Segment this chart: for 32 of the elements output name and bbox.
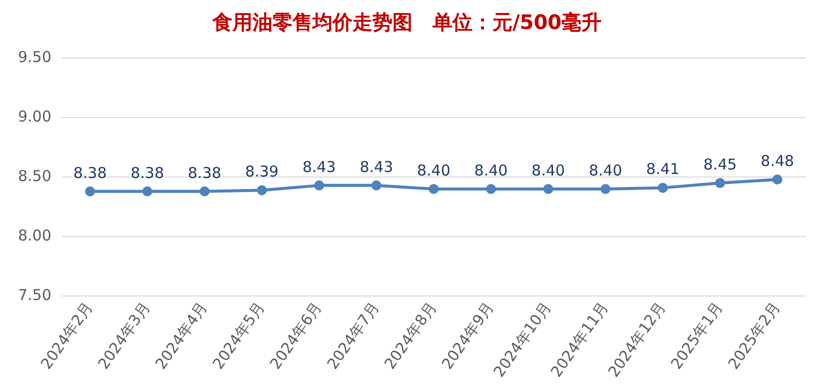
point xyxy=(658,182,668,193)
data-label: 8.48 xyxy=(760,152,794,170)
point xyxy=(371,180,382,190)
point xyxy=(715,178,726,188)
data-label: 8.43 xyxy=(302,158,336,176)
point xyxy=(543,184,554,194)
point xyxy=(314,180,324,190)
data-label: 8.40 xyxy=(416,161,450,180)
point xyxy=(200,186,210,196)
data-label: 8.45 xyxy=(703,155,737,174)
data-label: 8.38 xyxy=(130,164,164,182)
y-tick-label: 9.00 xyxy=(18,107,52,126)
point xyxy=(256,185,267,196)
data-label: 8.41 xyxy=(646,160,680,178)
y-tick-label: 7.50 xyxy=(18,286,52,304)
point xyxy=(486,184,496,194)
point xyxy=(428,184,439,194)
point xyxy=(600,184,611,194)
chart-title: 食用油零售均价走势图 单位：元/500毫升 xyxy=(211,10,602,34)
data-label: 8.40 xyxy=(588,161,622,180)
data-label: 8.40 xyxy=(474,161,508,180)
point xyxy=(85,186,96,196)
y-tick-label: 8.50 xyxy=(18,166,52,185)
data-label: 8.38 xyxy=(188,164,222,182)
point xyxy=(142,186,152,196)
y-tick-label: 9.50 xyxy=(18,48,52,66)
data-label: 8.38 xyxy=(73,164,107,182)
data-label: 8.39 xyxy=(245,162,279,181)
data-label: 8.43 xyxy=(360,158,394,176)
point xyxy=(772,174,782,184)
data-label: 8.40 xyxy=(532,161,565,180)
y-tick-label: 8.00 xyxy=(18,226,52,245)
